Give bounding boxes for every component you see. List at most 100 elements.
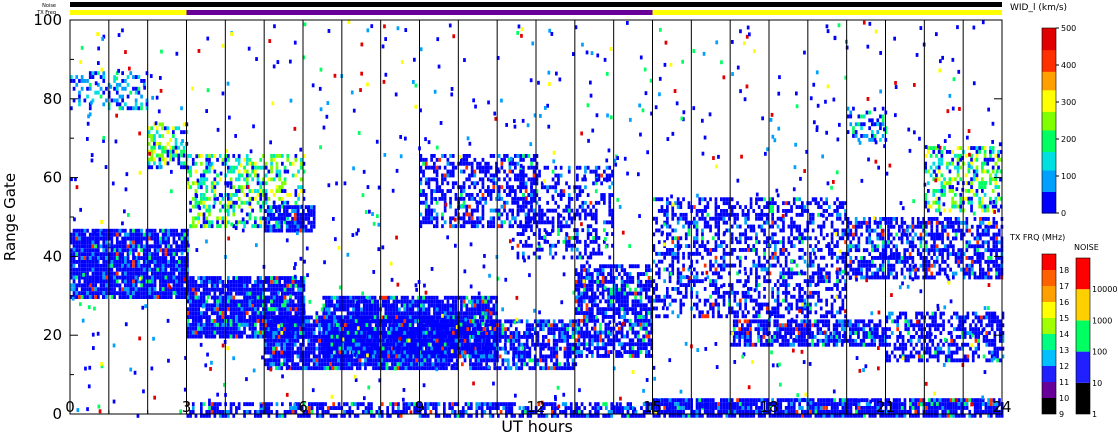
- echo-cell: [280, 338, 284, 343]
- echo-cell: [540, 212, 544, 217]
- echo-cell: [449, 303, 452, 308]
- echo-cell: [229, 200, 233, 205]
- echo-cell: [248, 307, 252, 312]
- echo-cell: [245, 157, 249, 162]
- echo-cell: [358, 366, 362, 371]
- echo-cell: [516, 185, 520, 190]
- echo-cell: [389, 319, 393, 324]
- echo-cell: [164, 291, 168, 296]
- echo-cell: [113, 75, 116, 79]
- echo-cell: [251, 311, 254, 316]
- echo-cell: [153, 141, 156, 146]
- echo-cell: [310, 358, 313, 363]
- echo-cell: [86, 287, 89, 292]
- echo-cell: [251, 224, 254, 229]
- echo-cell: [327, 346, 331, 351]
- echo-cell: [150, 149, 154, 154]
- echo-cell: [403, 323, 407, 327]
- echo-cell: [435, 157, 439, 162]
- echo-cell: [562, 208, 566, 213]
- echo-cell: [88, 263, 92, 268]
- echo-cell: [611, 173, 614, 178]
- echo-cell: [597, 173, 601, 178]
- echo-cell: [567, 197, 571, 201]
- echo-cell: [269, 335, 273, 339]
- echo-cell: [137, 236, 141, 241]
- echo-cell: [352, 311, 355, 316]
- echo-cell: [91, 240, 95, 245]
- echo-cell: [183, 263, 187, 268]
- echo-cell: [280, 323, 284, 328]
- echo-cell: [571, 350, 575, 355]
- echo-cell: [156, 263, 160, 268]
- echo-cell: [213, 189, 217, 193]
- echo-cell: [121, 71, 124, 76]
- echo-cell: [542, 338, 545, 343]
- echo-cell: [498, 366, 502, 371]
- echo-cell: [603, 197, 606, 201]
- echo-cell: [254, 311, 257, 316]
- echo-cell: [333, 311, 336, 316]
- echo-cell: [232, 224, 236, 229]
- echo-cell: [297, 280, 300, 284]
- echo-cell: [498, 338, 502, 343]
- echo-cell: [213, 154, 217, 158]
- echo-cell: [482, 358, 486, 363]
- echo-cell: [97, 236, 100, 241]
- echo-cell: [597, 247, 601, 252]
- echo-cell: [75, 275, 79, 280]
- echo-cell: [200, 185, 203, 190]
- echo-cell: [571, 342, 575, 347]
- echo-cell: [325, 330, 328, 335]
- echo-cell: [500, 161, 504, 166]
- echo-cell: [414, 334, 417, 339]
- echo-cell: [210, 307, 214, 312]
- echo-cell: [443, 327, 447, 331]
- echo-cell: [473, 196, 477, 201]
- echo-cell: [438, 311, 442, 316]
- echo-cell: [530, 165, 533, 170]
- echo-cell: [544, 366, 548, 371]
- echo-cell: [346, 315, 350, 320]
- echo-cell: [259, 326, 263, 331]
- echo-cell: [543, 239, 547, 244]
- echo-cell: [471, 350, 475, 355]
- echo-cell: [416, 327, 420, 331]
- echo-cell: [283, 354, 286, 359]
- echo-cell: [327, 350, 331, 355]
- echo-cell: [237, 330, 241, 335]
- echo-cell: [577, 299, 581, 304]
- echo-cell: [299, 315, 302, 320]
- echo-cell: [210, 181, 214, 186]
- echo-cell: [435, 323, 439, 327]
- echo-cell: [492, 208, 496, 213]
- echo-cell: [105, 279, 108, 284]
- echo-cell: [229, 330, 233, 335]
- echo-cell: [577, 307, 581, 312]
- echo-cell: [570, 255, 574, 260]
- echo-cell: [275, 342, 278, 347]
- echo-cell: [489, 350, 493, 355]
- echo-cell: [121, 94, 124, 99]
- echo-cell: [385, 366, 389, 371]
- echo-cell: [566, 335, 569, 339]
- echo-cell: [164, 260, 168, 264]
- echo-cell: [468, 154, 471, 158]
- echo-cell: [183, 248, 187, 253]
- echo-cell: [350, 358, 354, 363]
- echo-cell: [384, 315, 388, 320]
- echo-cell: [462, 185, 466, 190]
- echo-cell: [210, 165, 214, 170]
- echo-cell: [542, 323, 545, 328]
- echo-cell: [180, 228, 184, 233]
- echo-cell: [570, 220, 574, 225]
- echo-cell: [542, 358, 545, 363]
- echo-cell: [524, 181, 528, 186]
- echo-cell: [446, 323, 450, 327]
- echo-cell: [468, 212, 471, 217]
- echo-cell: [558, 319, 561, 324]
- echo-cell: [399, 366, 402, 371]
- echo-cell: [414, 342, 417, 347]
- echo-cell: [522, 200, 525, 205]
- echo-cell: [299, 322, 303, 327]
